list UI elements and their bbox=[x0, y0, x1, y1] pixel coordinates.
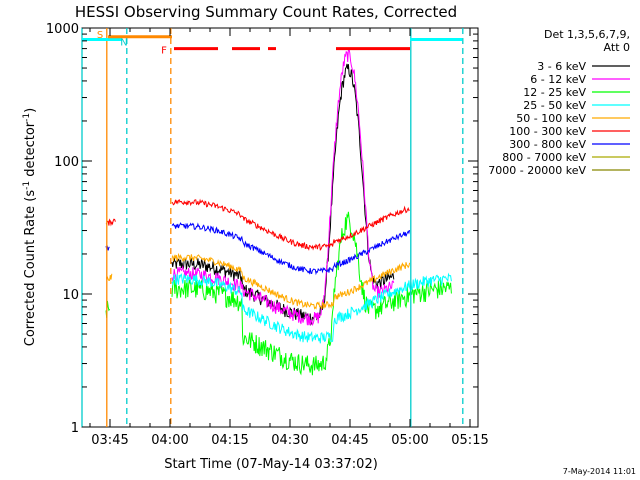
x-tick-label: 04:15 bbox=[211, 433, 248, 448]
chart-title: HESSI Observing Summary Count Rates, Cor… bbox=[75, 3, 457, 21]
y-axis-label: Corrected Count Rate (s-1 detector-1) bbox=[22, 108, 38, 346]
legend-entry-label: 7000 - 20000 keV bbox=[488, 164, 586, 177]
series-line bbox=[171, 47, 395, 326]
y-tick-label: 1000 bbox=[46, 22, 79, 37]
plot-area: S N F bbox=[81, 27, 479, 428]
plot-frame bbox=[81, 27, 479, 428]
series-line bbox=[171, 198, 410, 251]
series-line bbox=[171, 63, 395, 327]
x-tick-label: 05:15 bbox=[451, 433, 488, 448]
x-tick-label: 04:45 bbox=[331, 433, 368, 448]
y-tick-label: 10 bbox=[62, 288, 79, 303]
flag-letter: F bbox=[161, 45, 167, 56]
x-tick-label: 04:00 bbox=[151, 433, 188, 448]
render-timestamp: 7-May-2014 11:01 bbox=[563, 467, 636, 476]
series-line bbox=[171, 252, 411, 310]
series-line bbox=[171, 272, 452, 344]
y-tick-label: 1 bbox=[71, 421, 79, 436]
legend-entry-label: 300 - 800 keV bbox=[509, 138, 586, 151]
flag-letter: S bbox=[97, 30, 103, 41]
x-axis: 03:45 04:00 04:15 04:30 04:45 05:00 05:15 bbox=[89, 28, 489, 448]
y-tick-label: 100 bbox=[54, 155, 79, 170]
x-axis-label: Start Time (07-May-14 03:37:02) bbox=[164, 457, 378, 472]
series-line bbox=[105, 218, 116, 227]
x-tick-label: 04:30 bbox=[271, 433, 308, 448]
legend-header-line-1: Det 1,3,5,6,7,9, bbox=[544, 28, 630, 41]
series-line bbox=[171, 222, 411, 276]
legend-header-line-2: Att 0 bbox=[604, 41, 630, 54]
legend-entry-label: 12 - 25 keV bbox=[523, 86, 586, 99]
legend-entry-label: 6 - 12 keV bbox=[530, 73, 586, 86]
legend-entry-label: 25 - 50 keV bbox=[523, 99, 586, 112]
legend-entry-label: 50 - 100 keV bbox=[516, 112, 586, 125]
x-tick-label: 03:45 bbox=[91, 433, 128, 448]
y-axis: 1 10 100 1000 bbox=[46, 22, 478, 436]
series-line bbox=[171, 211, 452, 376]
legend-entry-label: 800 - 7000 keV bbox=[502, 151, 586, 164]
legend-entry-label: 3 - 6 keV bbox=[537, 60, 586, 73]
legend-entry-label: 100 - 300 keV bbox=[509, 125, 586, 138]
flag-letter: N bbox=[120, 38, 127, 49]
x-tick-label: 05:00 bbox=[391, 433, 428, 448]
